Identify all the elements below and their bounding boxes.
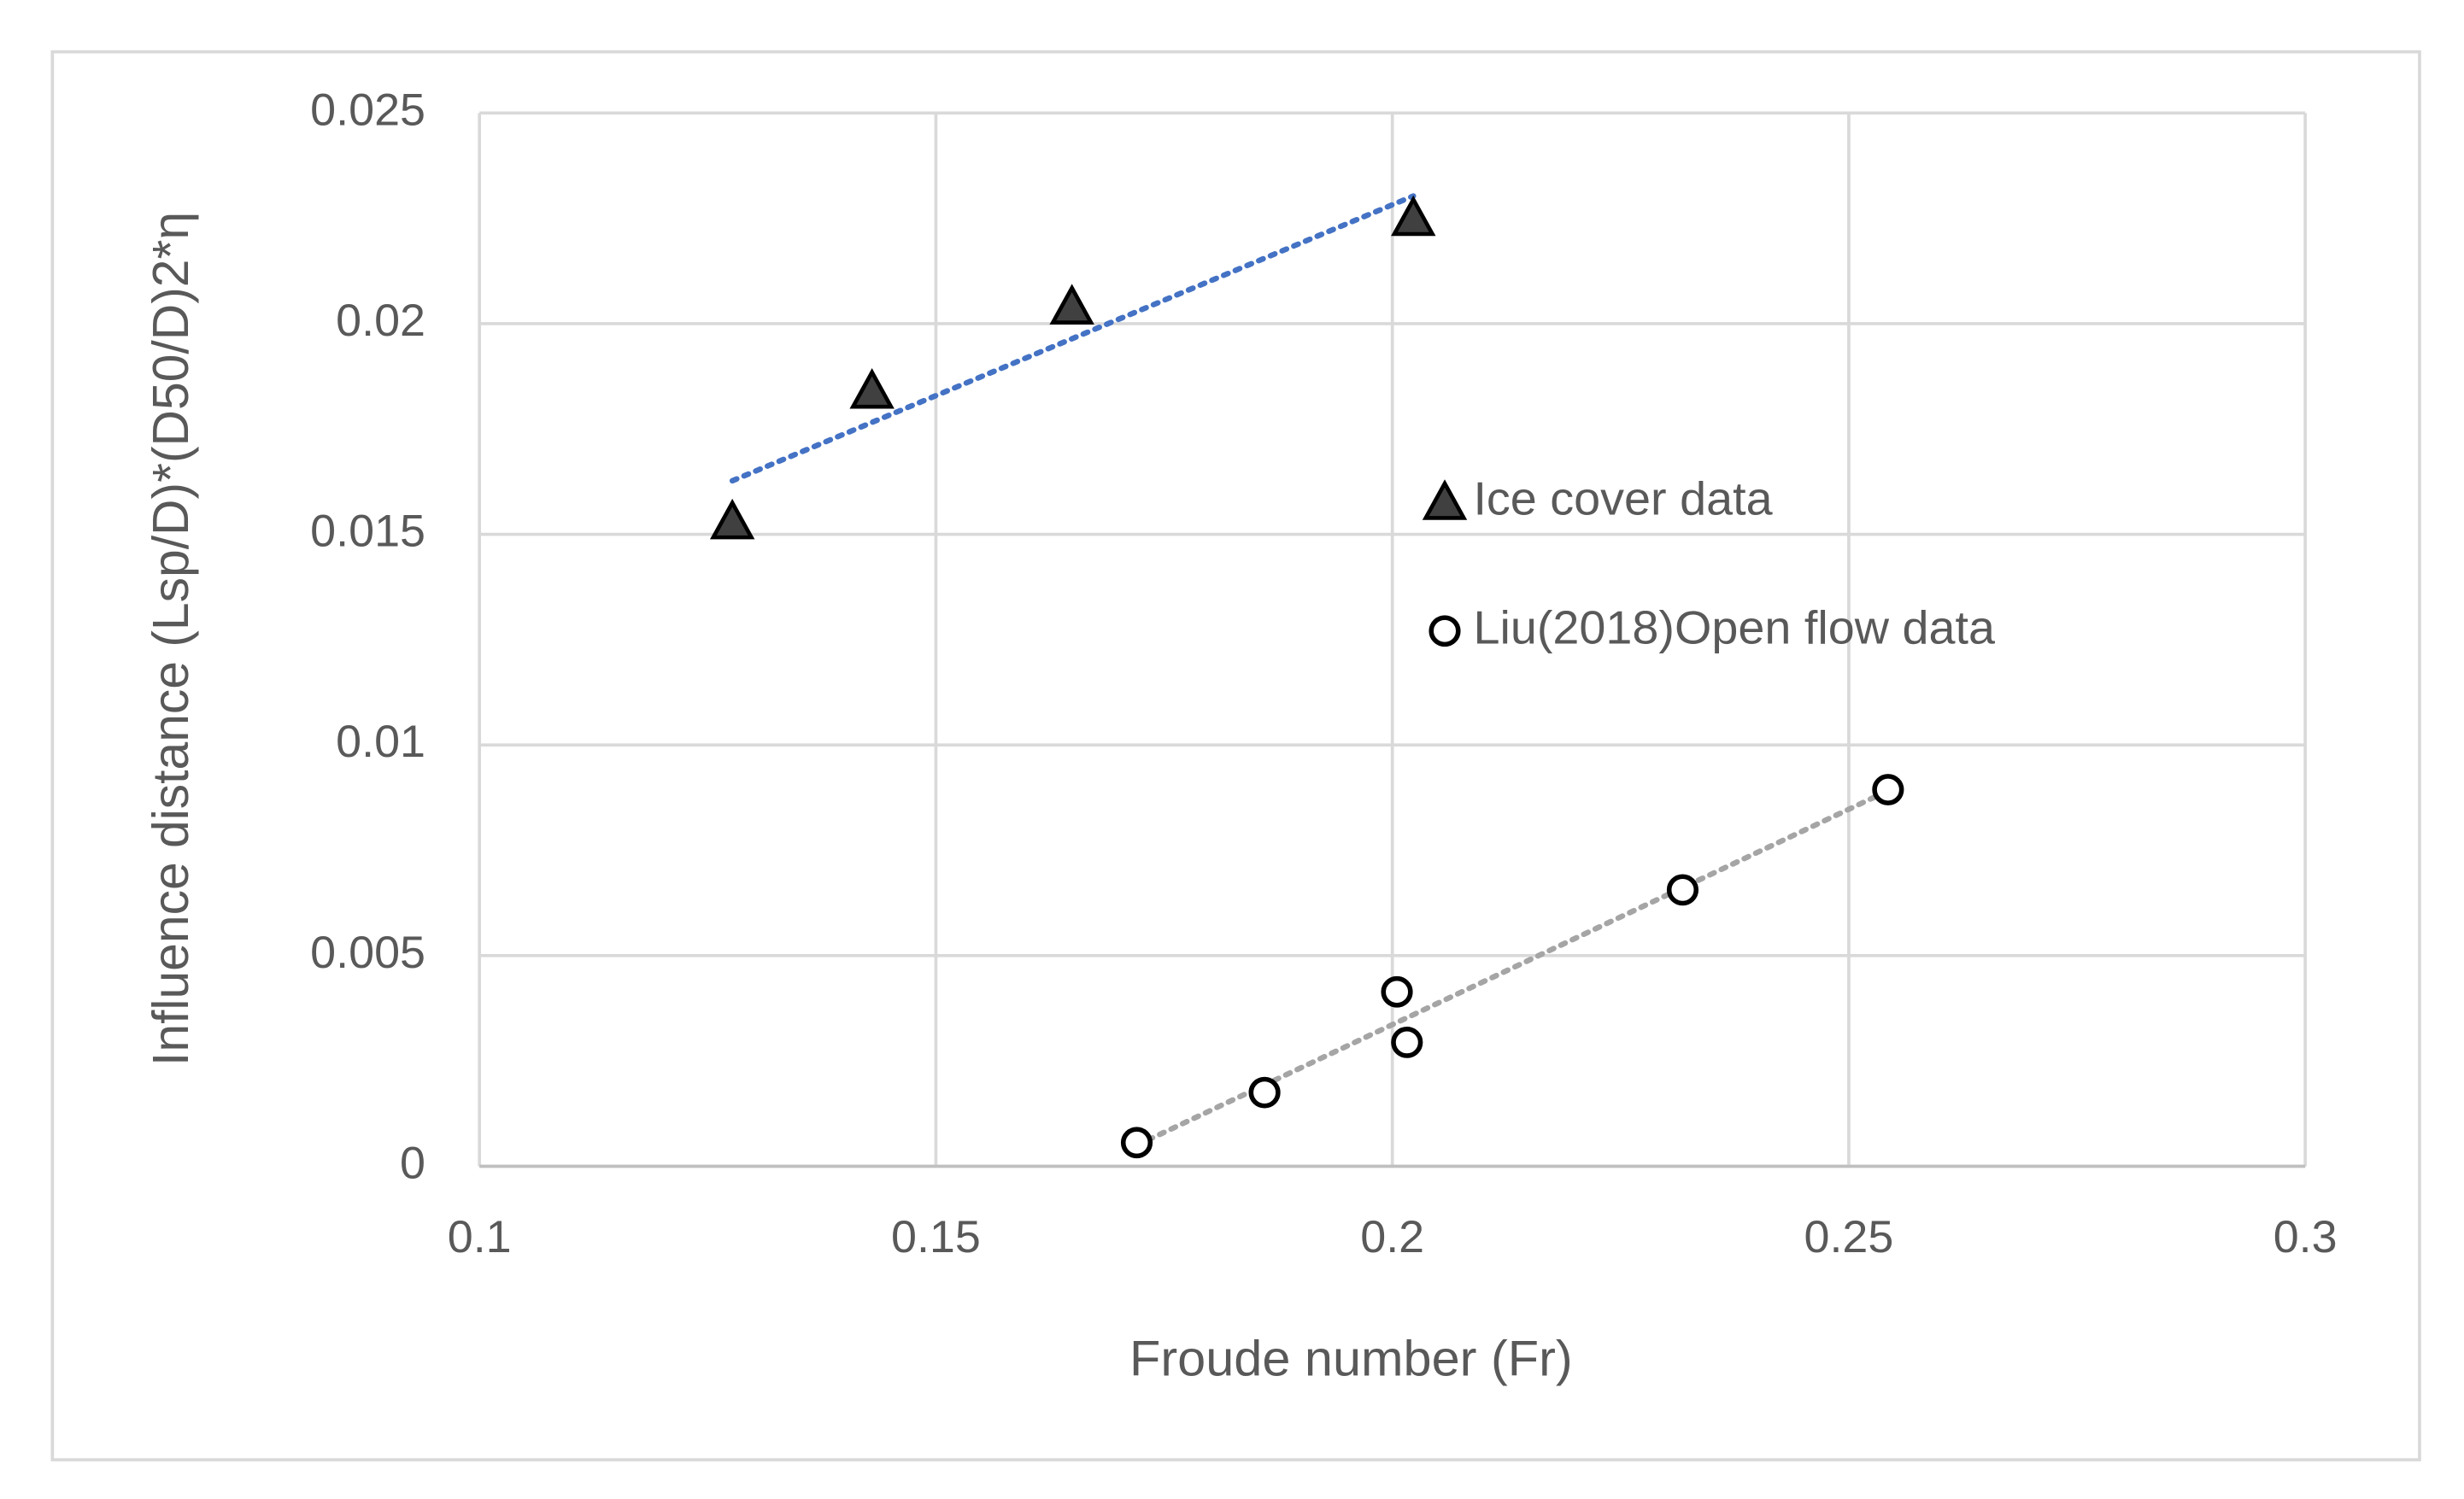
marker-circle	[1120, 1127, 1153, 1159]
marker-triangle	[1391, 195, 1436, 237]
marker-circle	[1666, 874, 1699, 906]
marks	[709, 195, 1904, 1159]
x-tick-label: 0.2	[1360, 1211, 1424, 1262]
marker-circle	[1391, 1027, 1423, 1058]
y-tick-label: 0.01	[336, 717, 425, 768]
y-tick-label: 0.015	[310, 506, 425, 557]
y-axis-title: Influence distance (Lsp/D)*(D50/D)2*η	[142, 212, 199, 1066]
marker-circle	[1381, 975, 1413, 1008]
grid	[478, 111, 2308, 1168]
x-tick-label: 0.25	[1804, 1211, 1893, 1262]
x-tick-label: 0.3	[2273, 1211, 2338, 1262]
marker-triangle	[1422, 479, 1468, 520]
marker-circle	[1248, 1076, 1281, 1109]
marker-triangle	[709, 498, 755, 540]
y-tick-label: 0.02	[336, 295, 425, 346]
y-tick-label: 0.005	[310, 927, 425, 978]
legend-label: Ice cover data	[1473, 472, 1772, 525]
x-tick-label: 0.1	[448, 1211, 512, 1262]
marker-circle	[1872, 774, 1904, 805]
marker-triangle	[1049, 284, 1094, 325]
y-tick-label: 0	[400, 1138, 425, 1189]
legend: Ice cover data Liu(2018)Open flow data	[1422, 472, 1995, 654]
x-tick-label: 0.15	[891, 1211, 981, 1262]
marker-triangle	[849, 368, 895, 409]
x-axis-title: Froude number (Fr)	[1129, 1330, 1573, 1387]
y-tick-label: 0.025	[310, 85, 425, 136]
trendline	[729, 193, 1417, 484]
chart-border	[50, 50, 2421, 1461]
legend-label: Liu(2018)Open flow data	[1473, 601, 1995, 654]
marker-circle	[1429, 615, 1461, 647]
